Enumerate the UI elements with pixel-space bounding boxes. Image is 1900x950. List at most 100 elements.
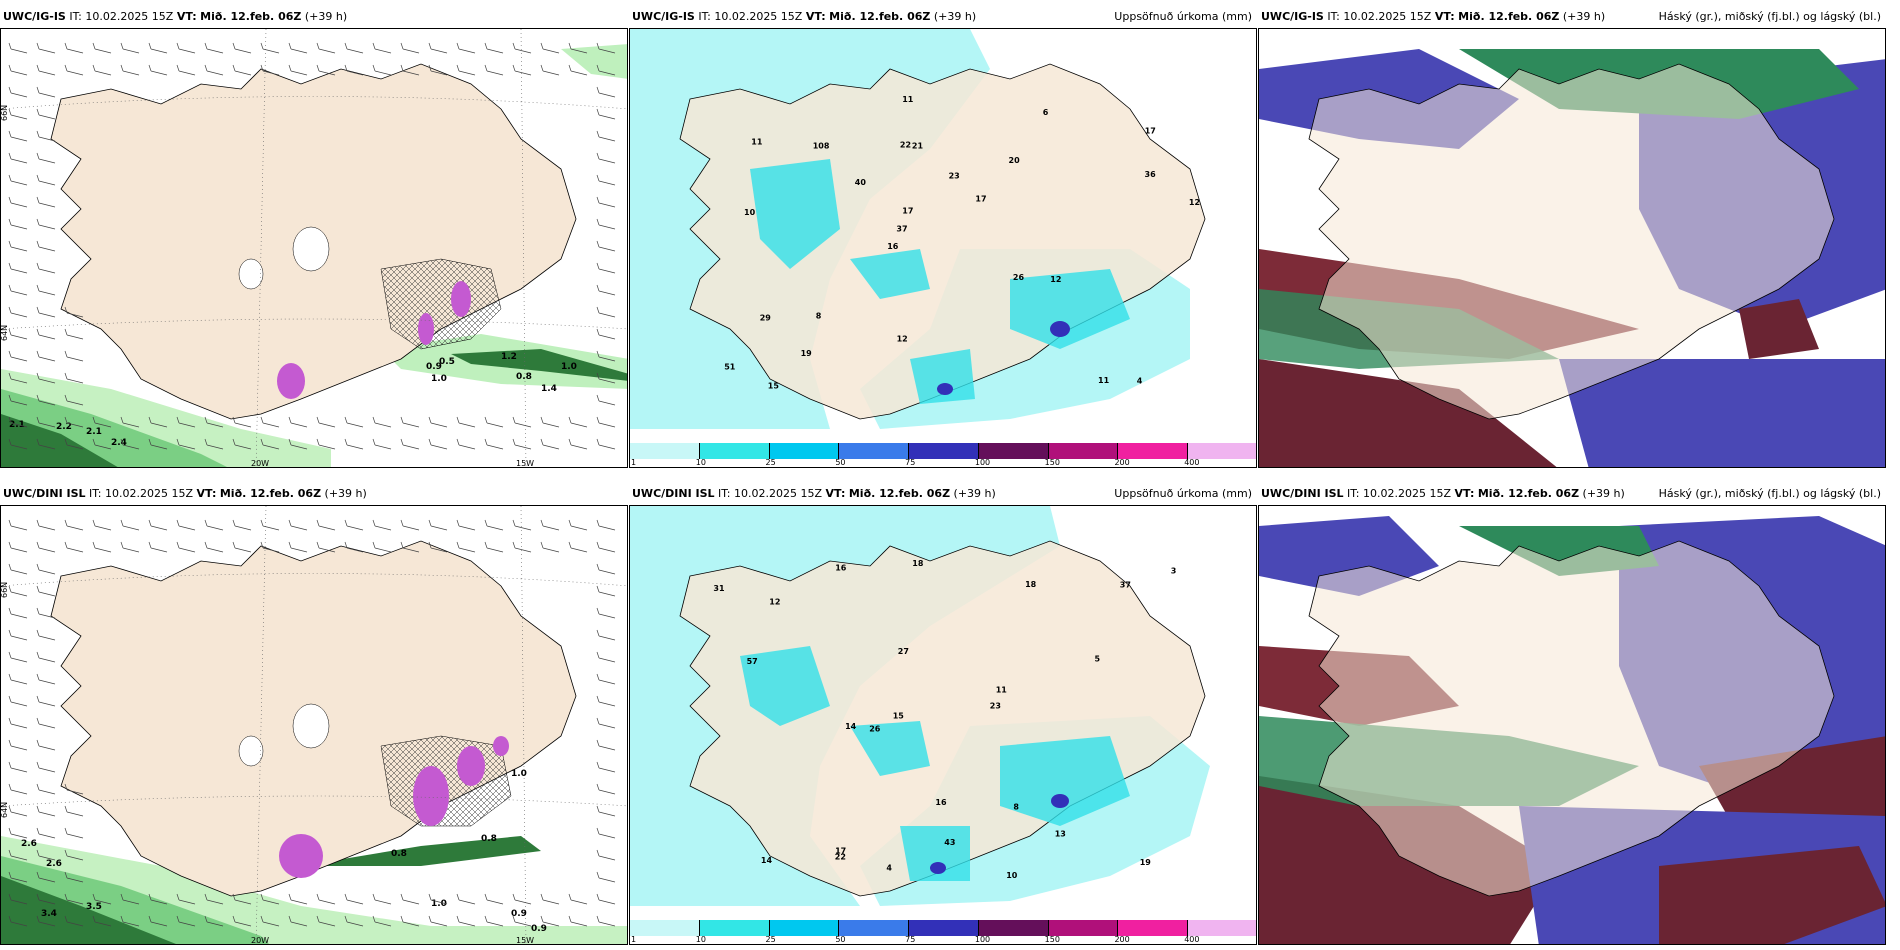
- precip-values: 4 10 17 16 20 15 22 23 29 40 51 19 21 17 12 11 11 12 26 36 3…: [724, 95, 1200, 390]
- wind-barb: [290, 422, 308, 428]
- wind-barb: [374, 899, 392, 905]
- lead-time: (+39 h): [304, 10, 348, 23]
- colorbar-label: 150: [1044, 458, 1060, 467]
- colorbar-swatch: [978, 443, 1049, 459]
- wind-barb-feather: [484, 438, 488, 446]
- wind-barb: [206, 48, 224, 54]
- wind-speed-value: 2.6: [21, 839, 37, 849]
- wind-barb-feather: [8, 328, 12, 336]
- precip-value: 22: [835, 853, 846, 862]
- wind-barb-feather: [596, 585, 600, 593]
- colorbar-swatch: [839, 443, 910, 459]
- wind-barb: [402, 547, 420, 553]
- map-svg: [1259, 506, 1885, 944]
- wind-barb-feather: [568, 915, 572, 923]
- wind-barb-feather: [8, 695, 12, 703]
- wind-barb: [598, 444, 616, 450]
- map-svg: 4101713161214191827374315161823572226318…: [630, 506, 1256, 944]
- wind-barb-feather: [288, 416, 292, 424]
- wind-barb: [318, 422, 336, 428]
- wind-barb-feather: [456, 416, 460, 424]
- iceland-land: [1308, 540, 1835, 897]
- wind-barb: [38, 422, 56, 428]
- panel-wind-bottom: UWC/DINI ISL IT: 10.02.2025 15Z VT: Mið.…: [0, 483, 628, 945]
- precip-value: 13: [1055, 830, 1066, 839]
- precip-value: 11: [751, 138, 763, 147]
- precip-value: 57: [747, 657, 758, 666]
- wind-barb-feather: [260, 416, 264, 424]
- wind-barb: [542, 422, 560, 428]
- wind-barb: [10, 224, 28, 230]
- wind-barb: [38, 613, 56, 619]
- map-wind: 66N 64N 20W 15W 2.6 2.6 3.4 3.5 0.8 0.8 1.0 0.9…: [0, 505, 628, 945]
- wind-barb: [598, 635, 616, 641]
- wind-barb: [38, 180, 56, 186]
- wind-barb: [178, 48, 196, 54]
- model-name: UWC/IG-IS: [1261, 10, 1324, 23]
- wind-barb: [122, 48, 140, 54]
- wind-barb-feather: [596, 42, 600, 50]
- wind-barb-feather: [596, 695, 600, 703]
- wind-barb: [10, 811, 28, 817]
- panel-precip-top: UWC/IG-IS IT: 10.02.2025 15Z VT: Mið. 12…: [629, 6, 1257, 468]
- wind-barb: [122, 899, 140, 905]
- precip-value: 15: [768, 381, 780, 390]
- map-svg: 4101716201522232940511921171211111226363…: [630, 29, 1256, 467]
- wind-barb: [402, 444, 420, 450]
- wind-barb-feather: [64, 519, 68, 527]
- wind-barb-feather: [148, 438, 152, 446]
- wind-barb: [38, 701, 56, 707]
- it-value: 10.02.2025 15Z: [1343, 10, 1432, 23]
- wind-barb: [10, 789, 28, 795]
- wind-barb: [10, 613, 28, 619]
- wind-barb-feather: [596, 629, 600, 637]
- high-cloud: [1259, 359, 1557, 467]
- wind-barb-feather: [484, 64, 488, 72]
- wind-barb: [430, 48, 448, 54]
- wind-barb-feather: [8, 174, 12, 182]
- wind-barb: [542, 899, 560, 905]
- wind-barb-feather: [512, 416, 516, 424]
- wind-barb: [10, 899, 28, 905]
- colorbar-label: 25: [765, 458, 776, 467]
- precip-value: 17: [835, 847, 846, 856]
- wind-barb-feather: [232, 416, 236, 424]
- map-precip: 4 10 17 16 20 15 22 23 29 40 51 19 21 17 12 11 11 12 26 36 3…: [629, 28, 1257, 468]
- lon-label-20: 20W: [251, 936, 269, 945]
- wind-barb-feather: [540, 438, 544, 446]
- wind-barb-feather: [8, 394, 12, 402]
- wind-barb: [234, 422, 252, 428]
- precip-area: [740, 646, 830, 726]
- wind-barb-feather: [36, 717, 40, 725]
- wind-barb: [94, 525, 112, 531]
- wind-speed-value: 1.0: [431, 899, 447, 909]
- precip-value: 51: [724, 362, 736, 371]
- wind-barb-feather: [428, 915, 432, 923]
- wind-barb-feather: [8, 262, 12, 270]
- wind-barb: [38, 92, 56, 98]
- wind-barb-feather: [596, 607, 600, 615]
- vt-value: Mið. 12.feb. 06Z: [1477, 487, 1580, 500]
- wind-barb: [178, 899, 196, 905]
- wind-barb: [38, 114, 56, 120]
- wind-barb-feather: [8, 871, 12, 879]
- wind-barb: [374, 547, 392, 553]
- wind-barb: [570, 921, 588, 927]
- wind-barb: [598, 921, 616, 927]
- wind-barb-feather: [36, 416, 40, 424]
- wind-barb-feather: [120, 519, 124, 527]
- wind-barb-feather: [344, 915, 348, 923]
- precip-value: 4: [886, 863, 892, 872]
- wind-barb-feather: [64, 438, 68, 446]
- wind-barb: [10, 635, 28, 641]
- wind-barb: [262, 48, 280, 54]
- wind-speed-value: 0.9: [426, 362, 442, 372]
- wind-barb: [10, 547, 28, 553]
- wind-barb: [150, 547, 168, 553]
- wind-barb: [38, 569, 56, 575]
- wind-barb: [598, 591, 616, 597]
- wind-barb: [206, 70, 224, 76]
- wind-barb-feather: [232, 64, 236, 72]
- wind-barb-feather: [596, 783, 600, 791]
- wind-barb-feather: [204, 541, 208, 549]
